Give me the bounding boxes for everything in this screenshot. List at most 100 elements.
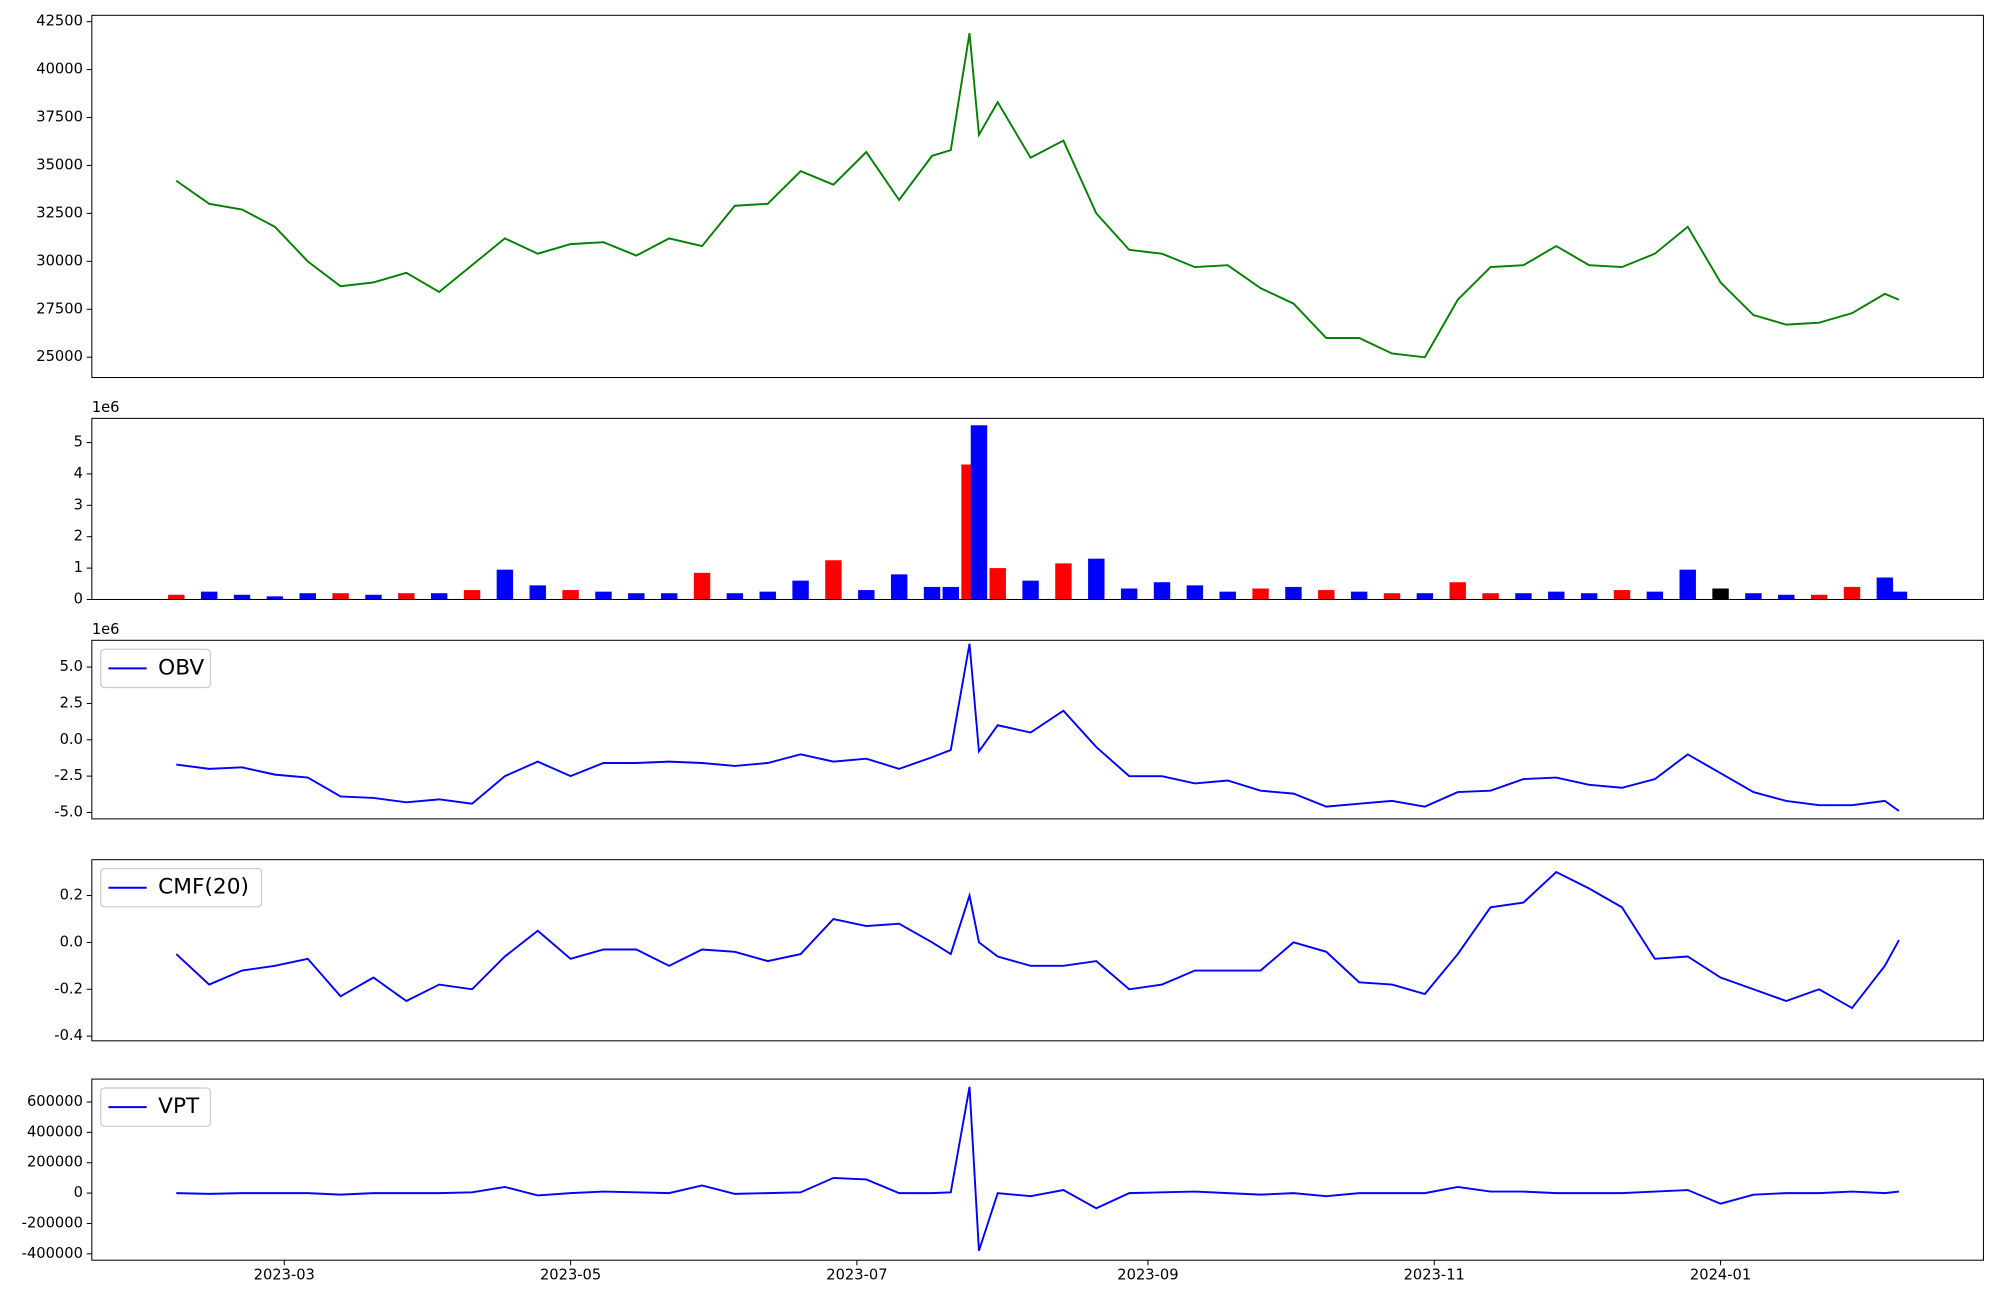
bar (1613, 590, 1631, 600)
y-tick-label: 1 (74, 559, 83, 576)
y-tick-label: 200000 (27, 1154, 83, 1171)
bar (923, 586, 941, 600)
bar (1712, 588, 1729, 600)
y-tick-label: 37500 (36, 109, 83, 126)
y-tick-label: -5.0 (54, 803, 83, 820)
bar (233, 594, 251, 600)
bar (759, 591, 776, 600)
offset-label: 1e6 (92, 399, 120, 416)
legend-label: VPT (158, 1094, 200, 1119)
bar (1022, 580, 1039, 600)
bar (299, 593, 316, 600)
bar (430, 593, 448, 600)
y-tick-label: 600000 (27, 1093, 83, 1110)
bar (595, 591, 612, 600)
y-tick-label: 5 (74, 434, 83, 451)
y-tick-label: 30000 (36, 252, 83, 269)
x-tick-label: 2023-05 (540, 1267, 601, 1284)
bar (332, 593, 349, 600)
x-tick-label: 2023-07 (826, 1267, 887, 1284)
bar (1679, 569, 1696, 600)
bar (1890, 591, 1908, 600)
y-tick-label: 4 (74, 465, 83, 482)
bar (496, 569, 514, 600)
bar (1285, 586, 1302, 600)
bar (693, 572, 711, 600)
bar (825, 560, 842, 600)
bar (1745, 593, 1762, 600)
y-tick-label: 32500 (36, 204, 83, 221)
x-tick-label: 2023-03 (254, 1267, 315, 1284)
line (176, 643, 1900, 812)
y-tick-label: 40000 (36, 61, 83, 78)
bar (1416, 593, 1434, 600)
bar (1318, 590, 1335, 600)
bar (792, 580, 809, 600)
bar (1876, 577, 1894, 600)
bar (1350, 591, 1368, 600)
bar (970, 425, 988, 600)
bar (1778, 594, 1795, 600)
bar (660, 593, 678, 600)
bar (398, 593, 415, 600)
y-tick-label: 0.2 (60, 887, 83, 904)
y-tick-label: 3 (74, 496, 83, 513)
y-tick-label: 400000 (27, 1123, 83, 1140)
x-tick-label: 2023-11 (1404, 1267, 1465, 1284)
y-tick-label: -400000 (22, 1245, 83, 1262)
bar (529, 585, 546, 600)
bar (365, 594, 382, 600)
line (176, 1086, 1900, 1252)
y-tick-label: 0 (74, 1184, 83, 1201)
bar (562, 590, 579, 600)
y-tick-label: -0.4 (54, 1027, 83, 1044)
bar (463, 590, 481, 600)
axes-frame (91, 417, 1984, 600)
bar (628, 593, 645, 600)
bar (1120, 588, 1138, 600)
bar (1186, 585, 1204, 600)
bar (1580, 593, 1598, 600)
y-tick-label: -0.2 (54, 980, 83, 997)
bar (726, 593, 744, 600)
legend-box (100, 648, 212, 689)
bar (1055, 563, 1072, 600)
bar (1153, 582, 1171, 600)
bar (1383, 593, 1401, 600)
y-tick-label: -2.5 (54, 767, 83, 784)
bar (1088, 558, 1105, 600)
axes-frame (91, 639, 1984, 820)
y-tick-label: 0.0 (60, 731, 83, 748)
x-tick-label: 2024-01 (1690, 1267, 1751, 1284)
offset-label: 1e6 (92, 621, 120, 638)
bar (1219, 591, 1236, 600)
legend-box (100, 1087, 212, 1127)
bar (1515, 593, 1532, 600)
bar (168, 594, 185, 600)
bar (1252, 588, 1269, 600)
bar (1843, 586, 1861, 600)
y-tick-label: 2 (74, 528, 83, 545)
legend-label: CMF(20) (158, 875, 249, 900)
y-tick-label: 25000 (36, 348, 83, 365)
axes-frame (91, 14, 1984, 379)
bar (1482, 593, 1499, 600)
axes-frame (91, 1078, 1984, 1261)
legend-box (100, 867, 263, 908)
line (175, 870, 1900, 1010)
bar (1810, 594, 1828, 600)
y-tick-label: 35000 (36, 156, 83, 173)
bar (266, 596, 284, 600)
bar (1646, 591, 1664, 600)
y-tick-label: 2.5 (60, 694, 83, 711)
bar (858, 590, 875, 600)
y-tick-label: 27500 (36, 300, 83, 317)
bar (1548, 591, 1565, 600)
bar (1449, 582, 1466, 600)
y-tick-label: 0.0 (60, 933, 83, 950)
y-tick-label: 42500 (36, 13, 83, 30)
bar (200, 591, 218, 600)
x-tick-label: 2023-09 (1117, 1267, 1178, 1284)
y-tick-label: 0 (74, 590, 83, 607)
